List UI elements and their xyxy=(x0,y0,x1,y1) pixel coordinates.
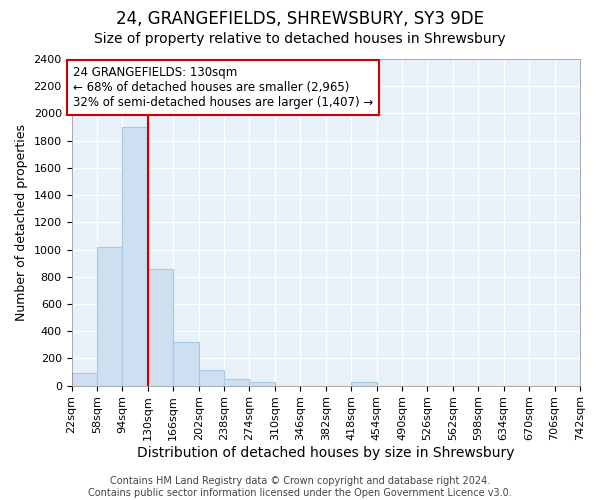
Text: 24 GRANGEFIELDS: 130sqm
← 68% of detached houses are smaller (2,965)
32% of semi: 24 GRANGEFIELDS: 130sqm ← 68% of detache… xyxy=(73,66,373,109)
Bar xyxy=(351,382,377,386)
Text: 24, GRANGEFIELDS, SHREWSBURY, SY3 9DE: 24, GRANGEFIELDS, SHREWSBURY, SY3 9DE xyxy=(116,10,484,28)
Bar xyxy=(148,268,173,386)
Bar xyxy=(173,342,199,386)
Bar xyxy=(97,247,122,386)
Bar xyxy=(71,374,97,386)
X-axis label: Distribution of detached houses by size in Shrewsbury: Distribution of detached houses by size … xyxy=(137,446,515,460)
Bar xyxy=(122,127,148,386)
Text: Contains HM Land Registry data © Crown copyright and database right 2024.
Contai: Contains HM Land Registry data © Crown c… xyxy=(88,476,512,498)
Y-axis label: Number of detached properties: Number of detached properties xyxy=(15,124,28,321)
Bar xyxy=(199,370,224,386)
Bar xyxy=(250,382,275,386)
Bar xyxy=(224,379,250,386)
Text: Size of property relative to detached houses in Shrewsbury: Size of property relative to detached ho… xyxy=(94,32,506,46)
